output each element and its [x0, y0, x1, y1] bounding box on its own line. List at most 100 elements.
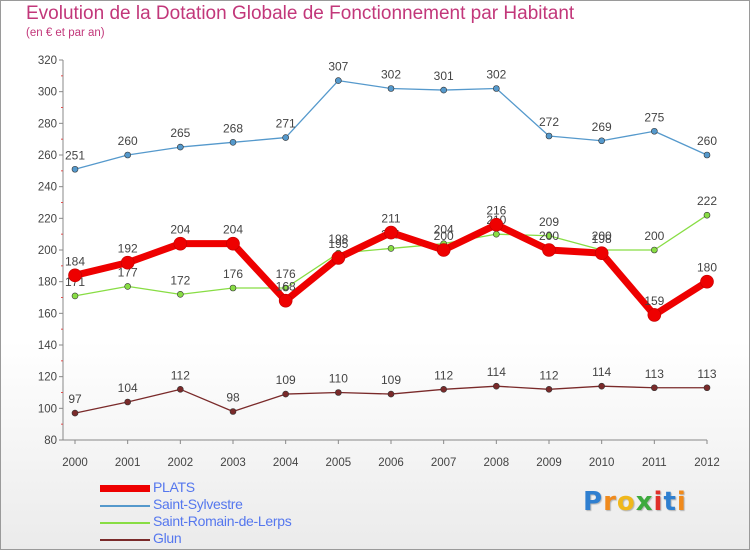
data-label-glun: 104 [118, 381, 138, 395]
logo-letter: i [676, 487, 687, 517]
x-tick-label: 2001 [115, 457, 141, 469]
y-tick-label: 140 [38, 340, 57, 352]
data-point-plats [647, 308, 662, 322]
data-point-glun [598, 382, 605, 390]
data-point-saint-romain-de-lerps [177, 291, 184, 298]
logo-letter: r [603, 487, 617, 517]
data-point-saint-romain-de-lerps [229, 284, 237, 292]
data-point-glun [177, 386, 184, 393]
data-label-glun: 112 [171, 368, 190, 382]
legend-swatch-plats [100, 485, 150, 492]
data-label-saint-sylvestre: 265 [170, 126, 190, 140]
data-label-saint-sylvestre: 302 [381, 68, 401, 82]
data-point-saint-romain-de-lerps [703, 211, 711, 219]
series-saint-romain-de-lerps: 171177172176176198201204210209200200222 [65, 194, 717, 300]
series-saint-sylvestre: 251 260 265 268 271 307 302 301 302 272 269 275 260 [65, 60, 717, 173]
data-point-plats [594, 246, 609, 260]
data-label-saint-sylvestre: 301 [434, 69, 454, 83]
logo-letter: P [583, 487, 604, 517]
data-point-glun [229, 408, 237, 415]
data-label-glun: 98 [226, 391, 240, 405]
y-tick-label: 100 [38, 403, 57, 415]
x-tick-label: 2007 [431, 457, 457, 469]
data-point-glun [124, 398, 131, 406]
data-label-saint-romain-de-lerps: 176 [223, 267, 243, 281]
y-tick-label: 260 [38, 150, 57, 162]
data-point-glun [282, 390, 289, 398]
data-label-plats: 159 [644, 294, 664, 308]
data-label-plats: 200 [539, 229, 559, 243]
x-tick-label: 2004 [273, 457, 299, 469]
data-point-glun [493, 382, 500, 390]
data-point-saint-sylvestre [440, 86, 447, 94]
legend-label-saint-romain-de-lerps: Saint-Romain-de-Lerps [153, 513, 292, 529]
logo-letter: t [663, 487, 677, 517]
data-point-saint-sylvestre [124, 151, 131, 159]
y-tick-label: 240 [38, 182, 57, 194]
data-label-glun: 112 [434, 368, 453, 382]
data-point-saint-sylvestre [598, 137, 605, 145]
data-label-saint-sylvestre: 275 [644, 110, 664, 124]
data-point-saint-sylvestre [229, 139, 237, 146]
data-point-saint-romain-de-lerps [387, 245, 395, 252]
data-label-saint-romain-de-lerps: 177 [118, 265, 138, 279]
x-tick-label: 2010 [589, 457, 615, 469]
series-glun: 97 104 112 98 109 110 109 112 114 112 114 113 113 [68, 365, 717, 417]
data-point-plats [331, 251, 346, 265]
data-point-saint-sylvestre [335, 77, 342, 84]
data-label-plats: 180 [697, 261, 717, 275]
data-point-glun [703, 384, 711, 392]
x-tick-label: 2006 [378, 457, 404, 469]
legend-swatch-glun [100, 539, 150, 541]
legend-label-plats: PLATS [153, 479, 195, 495]
y-tick-label: 80 [44, 435, 57, 447]
data-label-saint-romain-de-lerps: 209 [539, 215, 559, 229]
data-label-plats: 195 [328, 237, 348, 251]
logo-letter: i [653, 487, 664, 517]
data-point-saint-sylvestre [703, 151, 711, 159]
data-point-saint-sylvestre [387, 85, 395, 92]
data-label-plats: 192 [118, 242, 138, 256]
data-label-saint-sylvestre: 268 [223, 121, 243, 135]
data-label-plats: 184 [65, 254, 85, 268]
data-point-plats [120, 255, 135, 270]
data-point-glun [545, 386, 553, 393]
data-label-saint-romain-de-lerps: 198 [328, 232, 348, 246]
data-label-glun: 114 [592, 365, 611, 379]
data-point-saint-sylvestre [493, 85, 500, 92]
data-label-saint-sylvestre: 260 [118, 134, 138, 148]
data-label-glun: 113 [645, 367, 664, 381]
data-point-saint-sylvestre [545, 132, 553, 140]
x-tick-label: 2012 [694, 457, 720, 469]
data-point-plats [384, 225, 398, 240]
legend-swatch-saint-sylvestre [100, 505, 150, 507]
x-tick-label: 2011 [642, 457, 667, 469]
y-tick-label: 160 [38, 308, 57, 320]
legend-label-glun: Glun [153, 530, 182, 546]
data-point-saint-romain-de-lerps [651, 246, 658, 254]
y-tick-label: 280 [38, 118, 57, 130]
data-label-saint-romain-de-lerps: 172 [170, 273, 190, 287]
data-point-saint-romain-de-lerps [71, 292, 79, 300]
data-point-glun [335, 389, 342, 396]
data-label-plats: 198 [592, 232, 612, 246]
data-label-plats: 168 [276, 280, 296, 294]
legend-swatch-saint-romain-de-lerps [100, 522, 150, 524]
data-label-plats: 216 [486, 204, 506, 218]
data-label-saint-sylvestre: 307 [328, 60, 348, 74]
data-label-plats: 211 [381, 212, 400, 226]
data-label-saint-sylvestre: 271 [276, 117, 296, 131]
data-point-saint-sylvestre [177, 143, 184, 151]
series-line-saint-sylvestre [74, 79, 708, 170]
data-point-saint-romain-de-lerps [493, 230, 500, 238]
data-point-plats [278, 293, 293, 308]
logo-letter: o [616, 487, 636, 517]
data-point-saint-romain-de-lerps [124, 283, 131, 290]
data-label-saint-romain-de-lerps: 204 [434, 223, 454, 237]
proxiti-logo[interactable]: Proxiti [583, 487, 687, 517]
series-line-glun [74, 385, 708, 414]
x-tick-label: 2005 [326, 457, 352, 469]
data-point-plats [489, 217, 504, 232]
data-point-saint-romain-de-lerps [545, 232, 553, 240]
